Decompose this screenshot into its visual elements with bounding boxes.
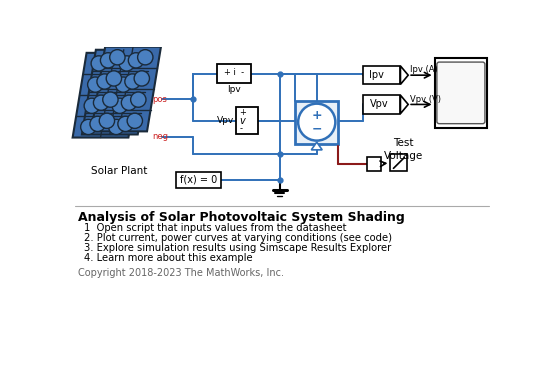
Text: Ipv (A): Ipv (A) <box>410 65 437 74</box>
FancyBboxPatch shape <box>363 66 400 84</box>
Text: v: v <box>239 116 245 126</box>
Text: Vpv: Vpv <box>217 116 234 125</box>
Polygon shape <box>73 53 142 138</box>
Text: 2. Plot current, power curves at varying conditions (see code): 2. Plot current, power curves at varying… <box>84 233 392 243</box>
Circle shape <box>298 103 336 140</box>
Circle shape <box>134 71 150 86</box>
Circle shape <box>87 77 103 92</box>
Circle shape <box>101 53 115 68</box>
FancyBboxPatch shape <box>367 157 381 171</box>
Text: Ipv: Ipv <box>227 85 241 94</box>
Circle shape <box>106 71 122 86</box>
Polygon shape <box>82 50 152 135</box>
Text: + i  -: + i - <box>224 68 244 77</box>
Text: Vpv: Vpv <box>370 100 388 109</box>
Text: Vpv (V): Vpv (V) <box>410 95 441 103</box>
Circle shape <box>131 92 146 107</box>
Text: Analysis of Solar Photovoltaic System Shading: Analysis of Solar Photovoltaic System Sh… <box>78 211 405 224</box>
FancyBboxPatch shape <box>363 95 400 114</box>
Circle shape <box>125 74 140 89</box>
Text: +: + <box>239 109 246 117</box>
Circle shape <box>138 50 153 65</box>
Circle shape <box>118 116 133 131</box>
Circle shape <box>128 53 144 68</box>
Circle shape <box>99 113 114 128</box>
Circle shape <box>108 119 124 135</box>
Text: Test
Voltage: Test Voltage <box>384 138 423 161</box>
Text: Copyright 2018-2023 The MathWorks, Inc.: Copyright 2018-2023 The MathWorks, Inc. <box>78 268 284 278</box>
Polygon shape <box>400 66 408 84</box>
Text: -: - <box>239 124 242 133</box>
Circle shape <box>109 50 125 65</box>
Circle shape <box>112 98 128 114</box>
Text: +: + <box>311 109 322 123</box>
Circle shape <box>81 119 96 135</box>
Circle shape <box>94 95 109 110</box>
Circle shape <box>119 56 134 71</box>
Circle shape <box>90 116 105 131</box>
FancyBboxPatch shape <box>175 172 221 187</box>
Circle shape <box>84 98 100 114</box>
Text: f(x) = 0: f(x) = 0 <box>179 175 217 185</box>
Text: Solar Plant: Solar Plant <box>91 166 147 176</box>
Text: neg: neg <box>152 132 168 141</box>
Polygon shape <box>91 47 161 131</box>
Text: 1  Open script that inputs values from the datasheet: 1 Open script that inputs values from th… <box>84 223 346 233</box>
Circle shape <box>91 56 107 71</box>
FancyBboxPatch shape <box>295 101 338 144</box>
Circle shape <box>116 77 131 92</box>
FancyBboxPatch shape <box>217 65 251 83</box>
Polygon shape <box>311 142 322 150</box>
Text: 3. Explore simulation results using Simscape Results Explorer: 3. Explore simulation results using Sims… <box>84 243 392 253</box>
Text: pos: pos <box>152 95 167 103</box>
Text: −: − <box>311 123 322 136</box>
Text: Ipv: Ipv <box>370 70 384 80</box>
FancyBboxPatch shape <box>390 154 408 172</box>
Circle shape <box>127 113 142 128</box>
FancyBboxPatch shape <box>437 62 485 124</box>
Text: 4. Learn more about this example: 4. Learn more about this example <box>84 253 253 263</box>
Circle shape <box>103 92 118 107</box>
Polygon shape <box>400 95 408 114</box>
FancyBboxPatch shape <box>434 58 487 128</box>
Circle shape <box>122 95 137 110</box>
FancyBboxPatch shape <box>236 107 258 135</box>
Circle shape <box>97 74 112 89</box>
